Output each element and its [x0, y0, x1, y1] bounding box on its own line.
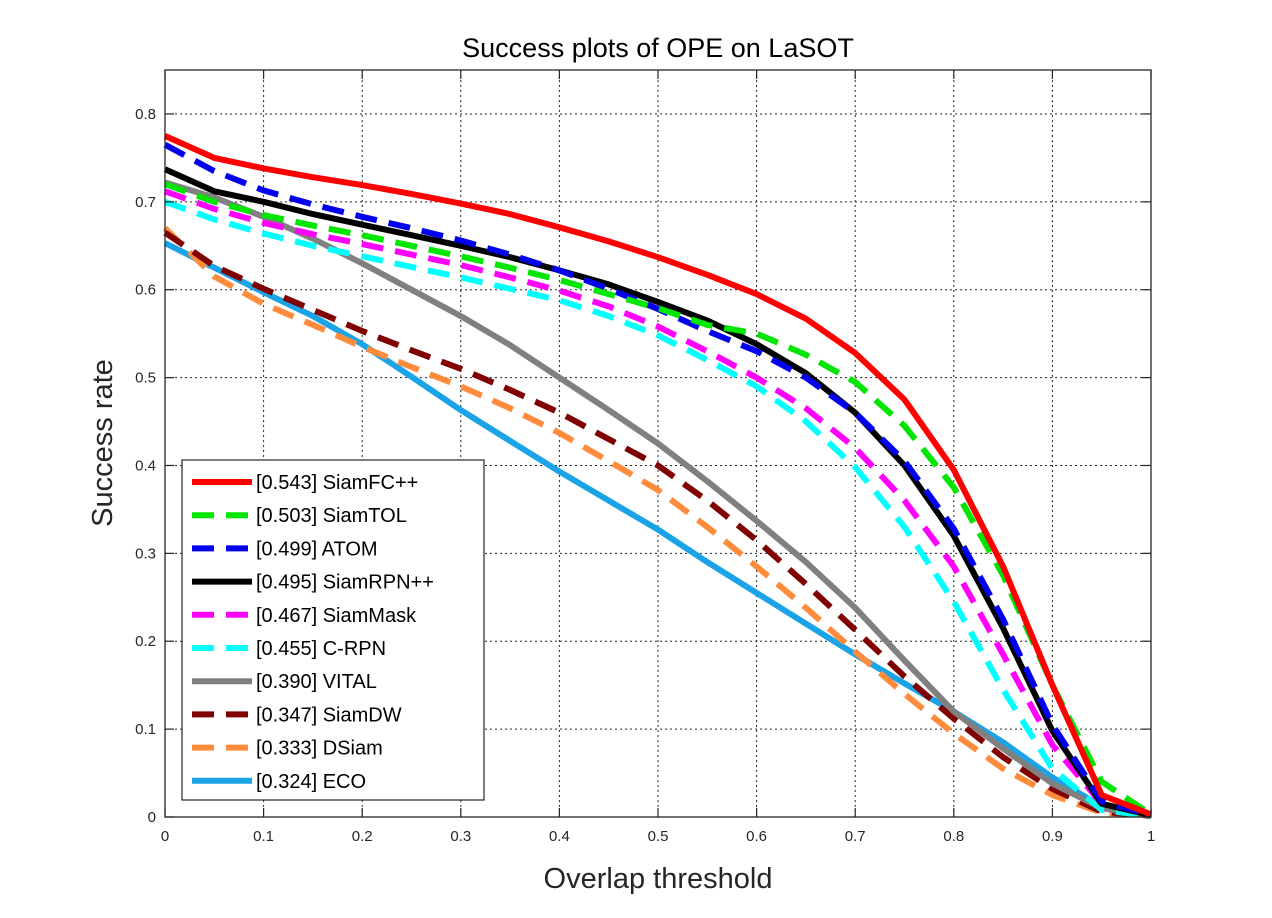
legend-entry: [0.390] VITAL: [256, 671, 377, 693]
series-line-siammask: [163, 188, 1152, 819]
legend: [0.543] SiamFC++ [0.503] SiamTOL [0.499] A…: [181, 459, 485, 801]
y-axis-title: Success rate: [87, 359, 119, 527]
legend-entry: [0.324] ECO: [256, 771, 366, 793]
y-tick-label: 0.7: [135, 194, 156, 211]
x-tick-label: 0.9: [1042, 828, 1063, 845]
y-tick-label: 0.3: [135, 545, 156, 562]
x-tick-label: 0.1: [253, 828, 274, 845]
x-tick-label: 0.4: [549, 828, 570, 845]
y-tick-label: 0.6: [135, 282, 156, 299]
legend-entry: [0.347] SiamDW: [256, 704, 402, 726]
x-tick-label: 0.8: [943, 828, 964, 845]
series-line-atom: [163, 142, 1152, 819]
series-line-siamfc-: [163, 133, 1153, 818]
legend-entry: [0.333] DSiam: [256, 738, 383, 760]
series-line-eco: [163, 240, 1152, 819]
series-lines: [162, 133, 1153, 820]
y-tick-label: 0.8: [135, 106, 156, 123]
y-tick-label: 0.5: [135, 370, 156, 387]
x-tick-label: 0: [161, 828, 169, 845]
x-axis-title: Overlap threshold: [544, 863, 773, 895]
chart-title: Success plots of OPE on LaSOT: [462, 33, 854, 63]
legend-entry: [0.467] SiamMask: [256, 605, 417, 627]
series-line-siamdw: [163, 230, 1152, 820]
x-tick-label: 0.2: [352, 828, 373, 845]
legend-entry: [0.499] ATOM: [256, 538, 378, 560]
legend-entry: [0.495] SiamRPN++: [256, 572, 434, 594]
y-tick-label: 0: [148, 809, 156, 826]
series-line-siamrpn-: [163, 166, 1152, 819]
legend-entry: [0.503] SiamTOL: [256, 505, 407, 527]
x-tick-label: 0.7: [845, 828, 866, 845]
series-line-c-rpn: [163, 198, 1152, 820]
legend-entry: [0.543] SiamFC++: [256, 472, 418, 494]
x-tick-label: 0.5: [648, 828, 669, 845]
x-tick-label: 0.3: [450, 828, 471, 845]
series-line-dsiam: [162, 226, 1152, 820]
y-tick-label: 0.1: [135, 721, 156, 738]
y-tick-label: 0.4: [135, 457, 156, 474]
axis-ticks: 0 0.1 0.2 0.3 0.4 0.5 0.6 0.7 0.8 0.9 1 0 0.1 0.2 0.3 0…: [135, 70, 1155, 845]
y-tick-label: 0.2: [135, 633, 156, 650]
x-tick-label: 0.6: [746, 828, 767, 845]
x-tick-label: 1: [1147, 828, 1155, 845]
series-line-siamtol: [163, 181, 1153, 817]
legend-entry: [0.455] C-RPN: [256, 638, 386, 660]
